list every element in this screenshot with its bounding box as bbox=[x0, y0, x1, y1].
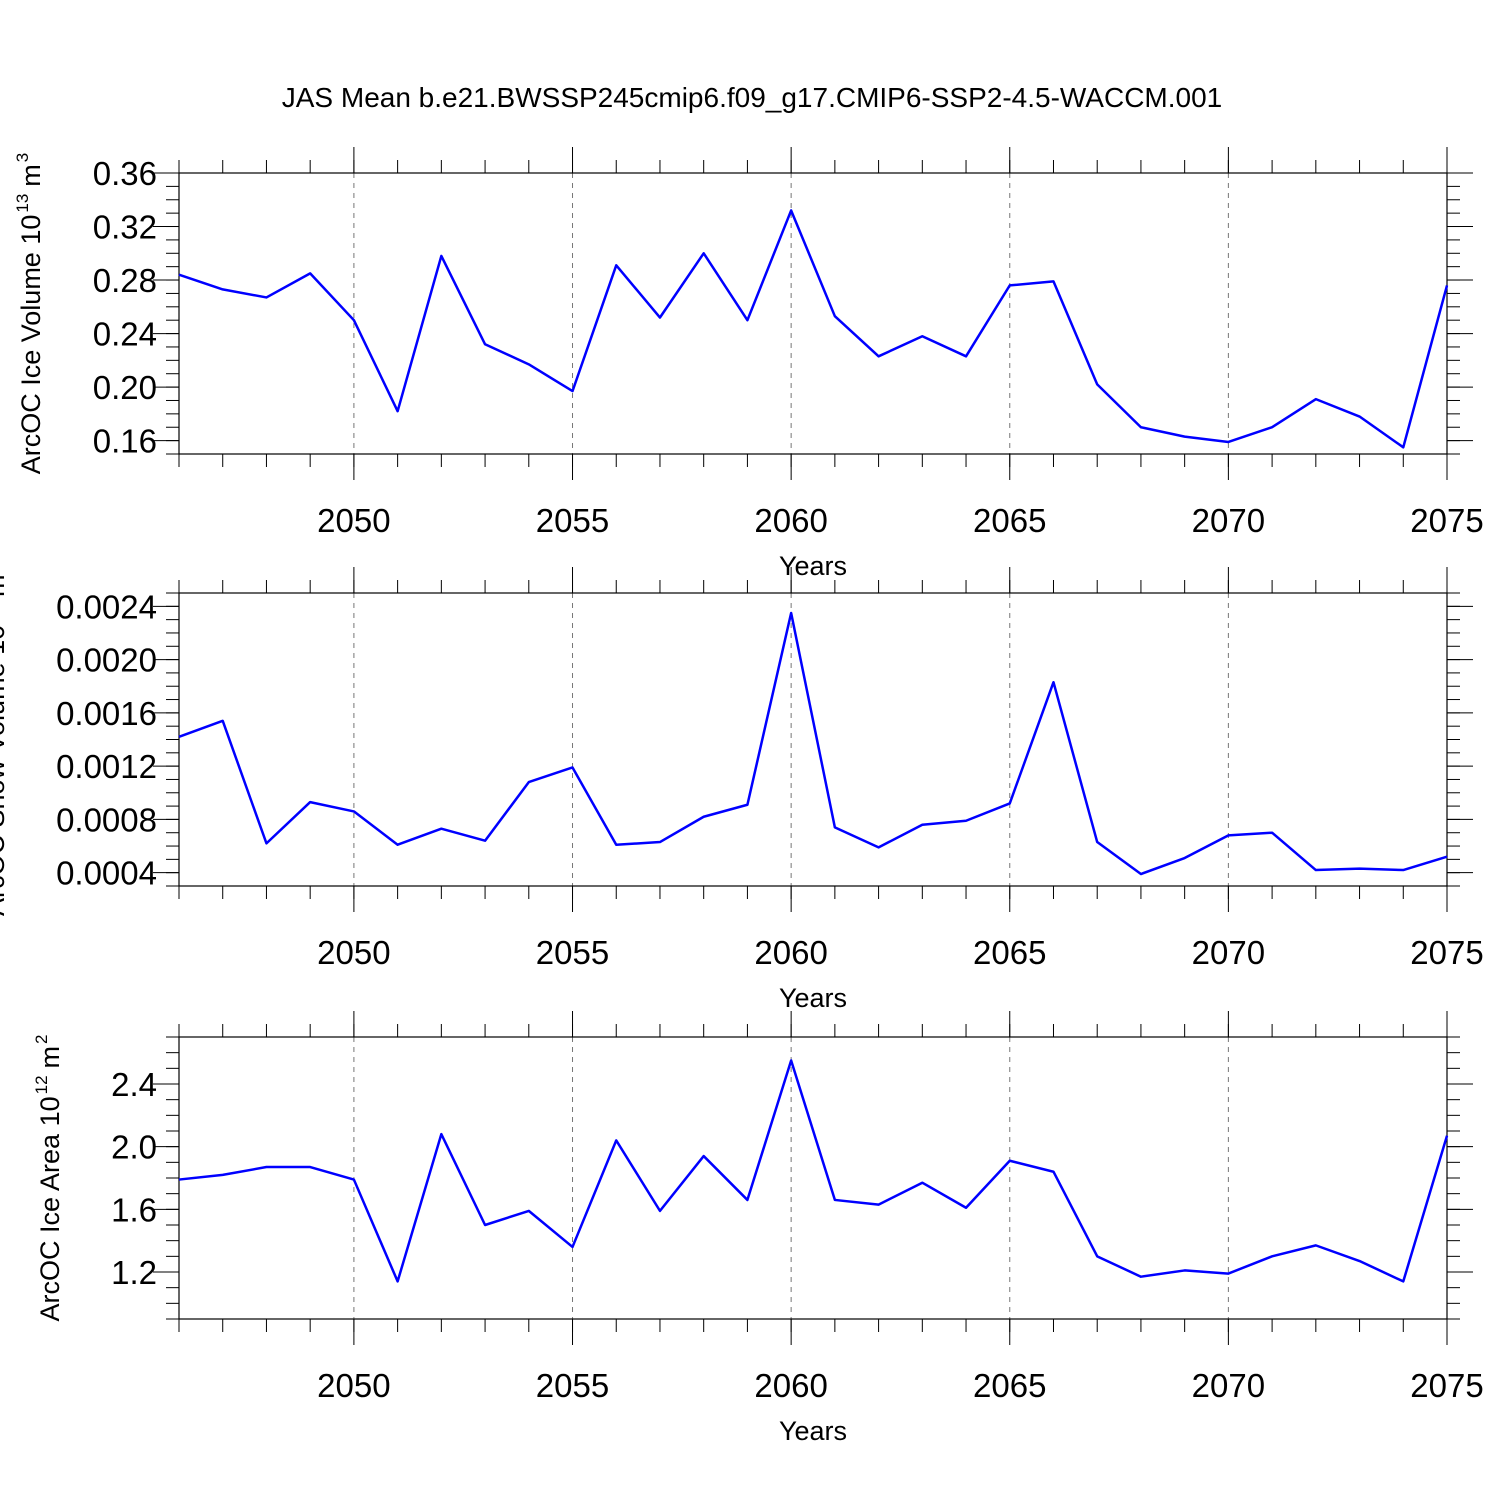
y-tick-label: 0.36 bbox=[93, 155, 157, 192]
y-tick-label: 0.16 bbox=[93, 423, 157, 460]
x-tick-label: 2060 bbox=[754, 1367, 827, 1404]
x-tick-label: 2075 bbox=[1410, 934, 1483, 971]
x-tick-label: 2075 bbox=[1410, 1367, 1483, 1404]
y-tick-label: 0.28 bbox=[93, 262, 157, 299]
x-tick-label: 2055 bbox=[536, 502, 609, 539]
y-tick-label: 0.0020 bbox=[56, 642, 157, 679]
x-tick-label: 2065 bbox=[973, 1367, 1046, 1404]
y-tick-label: 0.0024 bbox=[56, 588, 157, 625]
y-axis-label: ArcOC Ice Area 10 12 m 2 bbox=[32, 1035, 65, 1322]
x-tick-label: 2070 bbox=[1192, 934, 1265, 971]
data-line bbox=[178, 611, 1448, 876]
y-axis-label-part: m bbox=[35, 1046, 65, 1069]
y-tick-label: 0.0004 bbox=[56, 855, 157, 892]
y-tick-label: 0.0008 bbox=[56, 801, 157, 838]
x-tick-label: 2075 bbox=[1410, 502, 1483, 539]
x-axis-label: Years bbox=[779, 983, 847, 1013]
y-tick-label: 2.0 bbox=[111, 1129, 157, 1166]
x-tick-label: 2065 bbox=[973, 934, 1046, 971]
x-axis-label: Years bbox=[779, 1416, 847, 1446]
y-tick-label: 1.6 bbox=[111, 1191, 157, 1228]
y-axis-label: ArcOC Ice Volume 10 13 m 3 bbox=[13, 153, 46, 475]
y-tick-label: 0.20 bbox=[93, 369, 157, 406]
y-tick-label: 0.0012 bbox=[56, 748, 157, 785]
y-axis-label-exponent: 12 bbox=[32, 1075, 51, 1094]
x-tick-label: 2055 bbox=[536, 934, 609, 971]
y-tick-label: 0.0016 bbox=[56, 695, 157, 732]
y-axis-label-exponent: 3 bbox=[13, 153, 32, 162]
x-tick-label: 2070 bbox=[1192, 502, 1265, 539]
y-axis-label-part: m bbox=[16, 164, 46, 187]
y-axis-label-exponent: 13 bbox=[13, 194, 32, 213]
x-tick-label: 2050 bbox=[317, 502, 390, 539]
x-tick-label: 2060 bbox=[754, 934, 827, 971]
y-tick-label: 1.2 bbox=[111, 1254, 157, 1291]
y-axis-label-part: ArcOC Ice Area 10 bbox=[35, 1096, 65, 1321]
y-axis-label-part: ArcOC Ice Volume 10 bbox=[16, 215, 46, 475]
plot-frame bbox=[178, 1036, 1448, 1320]
x-axis-label: Years bbox=[779, 551, 847, 581]
y-tick-label: 2.4 bbox=[111, 1066, 157, 1103]
plot-frame bbox=[178, 592, 1448, 887]
x-tick-label: 2050 bbox=[317, 1367, 390, 1404]
x-tick-label: 2060 bbox=[754, 502, 827, 539]
data-line bbox=[178, 209, 1449, 449]
x-tick-label: 2050 bbox=[317, 934, 390, 971]
x-tick-label: 2070 bbox=[1192, 1367, 1265, 1404]
y-axis-label-part: ArcOC Snow Volume 10 bbox=[0, 625, 10, 916]
x-tick-label: 2065 bbox=[973, 502, 1046, 539]
y-axis-label-exponent: 2 bbox=[32, 1035, 51, 1044]
plot-frame bbox=[178, 172, 1448, 455]
y-axis-label: ArcOC Snow Volume 1013m3 bbox=[0, 563, 10, 916]
y-tick-label: 0.24 bbox=[93, 316, 157, 353]
x-tick-label: 2055 bbox=[536, 1367, 609, 1404]
y-tick-label: 0.32 bbox=[93, 209, 157, 246]
chart-title: JAS Mean b.e21.BWSSP245cmip6.f09_g17.CMI… bbox=[282, 82, 1223, 113]
y-axis-label-part: m bbox=[0, 574, 10, 597]
data-line bbox=[178, 1059, 1449, 1283]
